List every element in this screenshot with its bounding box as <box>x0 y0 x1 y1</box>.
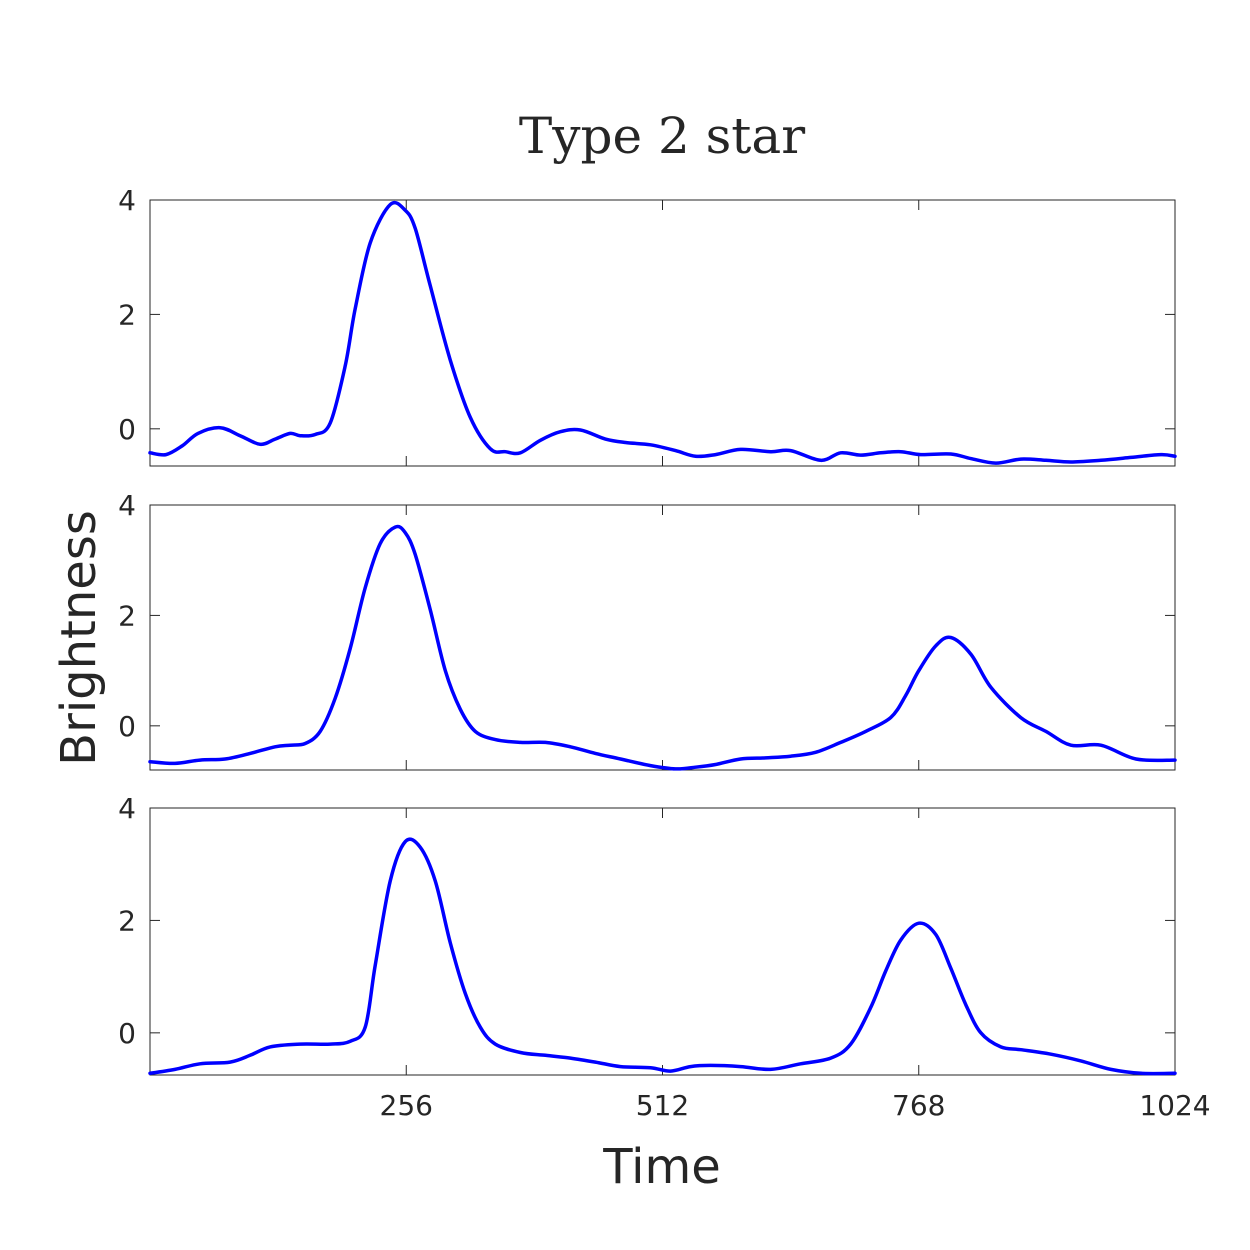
y-tick-label: 0 <box>118 1017 136 1050</box>
panel-frame <box>149 199 1176 467</box>
y-tick-label: 4 <box>118 489 136 522</box>
y-tick-label: 2 <box>118 904 136 937</box>
x-axis-label: Time <box>602 1139 720 1195</box>
x-tick-label: 256 <box>380 1089 433 1122</box>
panel-3: 0 2 4 256 512 768 1024 <box>118 792 1210 1122</box>
panel-frame <box>149 504 1176 771</box>
panel-1: 0 2 4 <box>118 184 1177 467</box>
series-line-panel-1 <box>148 200 1177 465</box>
x-tick-label: 1024 <box>1139 1089 1210 1122</box>
y-tick-label: 0 <box>118 413 136 446</box>
y-tick-label: 2 <box>118 599 136 632</box>
y-tick-label: 4 <box>118 792 136 825</box>
chart-title: Type 2 star <box>519 107 805 165</box>
panel-frame <box>149 807 1176 1076</box>
y-tick-label: 2 <box>118 298 136 331</box>
y-tick-label: 4 <box>118 184 136 217</box>
series-line-panel-3 <box>148 837 1177 1076</box>
y-tick-label: 0 <box>118 710 136 743</box>
series-line-panel-2 <box>148 524 1177 771</box>
x-tick-label: 768 <box>892 1089 945 1122</box>
x-tick-label: 512 <box>636 1089 689 1122</box>
panel-2: 0 2 4 <box>118 489 1177 771</box>
y-axis-label: Brightness <box>51 510 107 766</box>
chart-panels: 0 2 4 0 2 4 0 2 4 256 512 768 1024 <box>118 184 1210 1122</box>
